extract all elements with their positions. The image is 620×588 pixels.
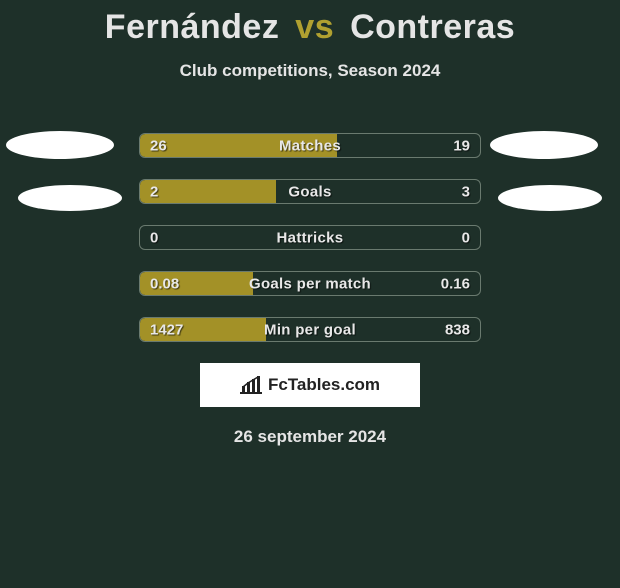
stat-row: 0.08 Goals per match 0.16: [139, 271, 481, 296]
stat-label: Hattricks: [277, 229, 344, 246]
player2-name: Contreras: [350, 8, 515, 46]
stat-bar-fill: [140, 180, 276, 203]
stat-label: Goals per match: [249, 275, 371, 292]
player1-name: Fernández: [105, 8, 280, 46]
stat-right-value: 838: [445, 321, 470, 338]
decorative-ellipse: [6, 131, 114, 159]
stat-right-value: 0: [462, 229, 470, 246]
stat-row: 2 Goals 3: [139, 179, 481, 204]
stat-left-value: 26: [150, 137, 167, 154]
stat-row: 0 Hattricks 0: [139, 225, 481, 250]
stat-left-value: 1427: [150, 321, 183, 338]
decorative-ellipse: [18, 185, 122, 211]
date-label: 26 september 2024: [0, 427, 620, 447]
stat-row: 26 Matches 19: [139, 133, 481, 158]
stat-left-value: 2: [150, 183, 158, 200]
stat-right-value: 0.16: [441, 275, 470, 292]
vs-label: vs: [295, 8, 334, 46]
decorative-ellipse: [490, 131, 598, 159]
chart-icon: [240, 376, 262, 394]
stat-label: Matches: [279, 137, 341, 154]
stat-right-value: 19: [453, 137, 470, 154]
stats-table: 26 Matches 19 2 Goals 3 0 Hattricks 0 0.08 Goals p…: [139, 133, 481, 342]
comparison-title: Fernández vs Contreras: [0, 8, 620, 47]
stat-right-value: 3: [462, 183, 470, 200]
stat-label: Goals: [288, 183, 331, 200]
logo-text: FcTables.com: [268, 375, 380, 395]
source-logo: FcTables.com: [200, 363, 420, 407]
stat-left-value: 0.08: [150, 275, 179, 292]
stat-label: Min per goal: [264, 321, 356, 338]
decorative-ellipse: [498, 185, 602, 211]
subtitle: Club competitions, Season 2024: [0, 61, 620, 81]
stat-row: 1427 Min per goal 838: [139, 317, 481, 342]
stat-left-value: 0: [150, 229, 158, 246]
